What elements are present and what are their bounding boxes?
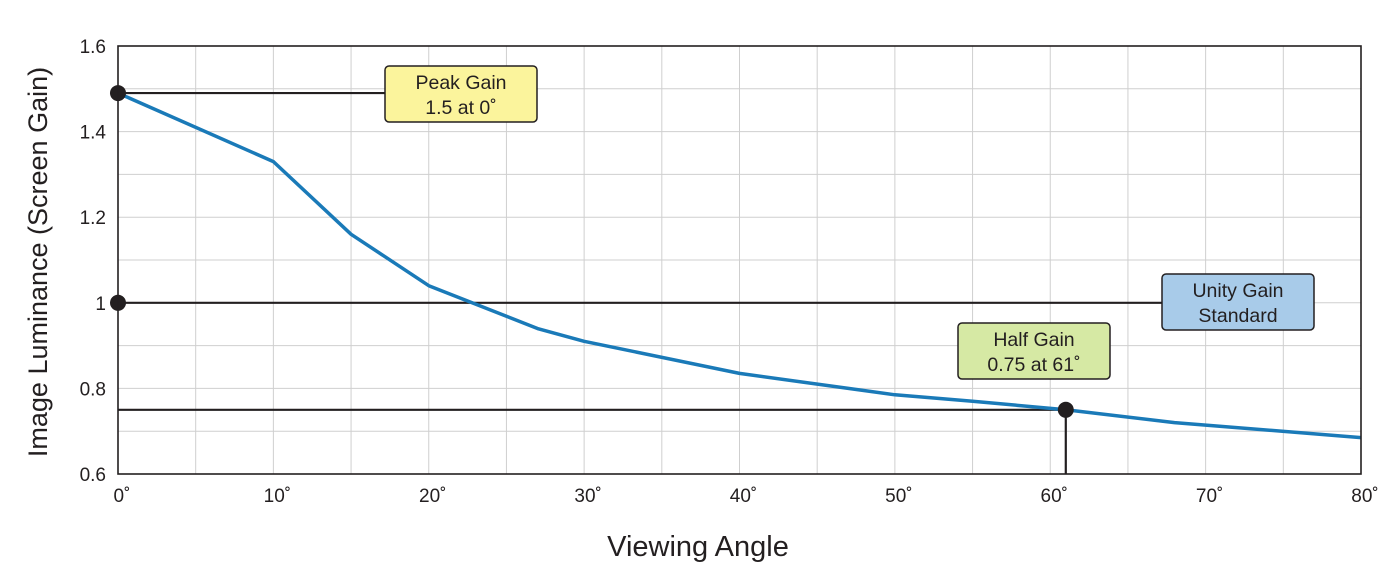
marker-points xyxy=(110,85,1074,418)
y-tick-label: 1.4 xyxy=(80,123,107,144)
half-gain-dot xyxy=(1057,401,1074,418)
grid xyxy=(118,46,1361,474)
x-tick-label: 50˚ xyxy=(885,486,912,507)
y-tick-label: 0.8 xyxy=(80,379,106,400)
x-tick-label: 40˚ xyxy=(730,486,757,507)
half-gain-value: 0.75 at 61˚ xyxy=(987,354,1080,376)
y-tick-label: 0.6 xyxy=(80,465,106,486)
half-gain-callout: Half Gain 0.75 at 61˚ xyxy=(957,322,1111,380)
unity-gain-box xyxy=(1161,273,1315,331)
x-tick-label: 20˚ xyxy=(419,486,446,507)
y-tick-labels: 0.6 0.8 1 1.2 1.4 1.6 xyxy=(80,37,107,486)
x-tick-label: 30˚ xyxy=(574,486,601,507)
plot-frame xyxy=(117,45,1362,475)
half-gain-box xyxy=(957,322,1111,380)
unity-gain-title: Unity Gain xyxy=(1192,280,1283,302)
y-tick-label: 1.2 xyxy=(80,208,106,229)
x-tick-label: 60˚ xyxy=(1041,486,1068,507)
y-tick-label: 1.6 xyxy=(80,37,106,58)
x-tick-label: 70˚ xyxy=(1196,486,1223,507)
half-gain-title: Half Gain xyxy=(993,329,1074,351)
x-tick-label: 80˚ xyxy=(1351,486,1378,507)
x-axis-title: Viewing Angle xyxy=(607,531,789,563)
x-tick-label: 0˚ xyxy=(114,486,131,507)
y-axis-title: Image Luminance (Screen Gain) xyxy=(23,67,53,457)
peak-gain-callout: Peak Gain 1.5 at 0˚ xyxy=(384,65,538,123)
peak-gain-title: Peak Gain xyxy=(415,72,506,94)
peak-gain-box xyxy=(384,65,538,123)
peak-gain-value: 1.5 at 0˚ xyxy=(425,97,497,119)
x-tick-labels: 0˚ 10˚ 20˚ 30˚ 40˚ 50˚ 60˚ 70˚ 80˚ xyxy=(114,486,1379,507)
unity-gain-callout: Unity Gain Standard xyxy=(1161,273,1315,331)
x-tick-label: 10˚ xyxy=(264,486,291,507)
reference-lines xyxy=(118,91,1162,474)
unity-gain-subtitle: Standard xyxy=(1198,305,1277,327)
y-tick-label: 1 xyxy=(95,294,106,315)
